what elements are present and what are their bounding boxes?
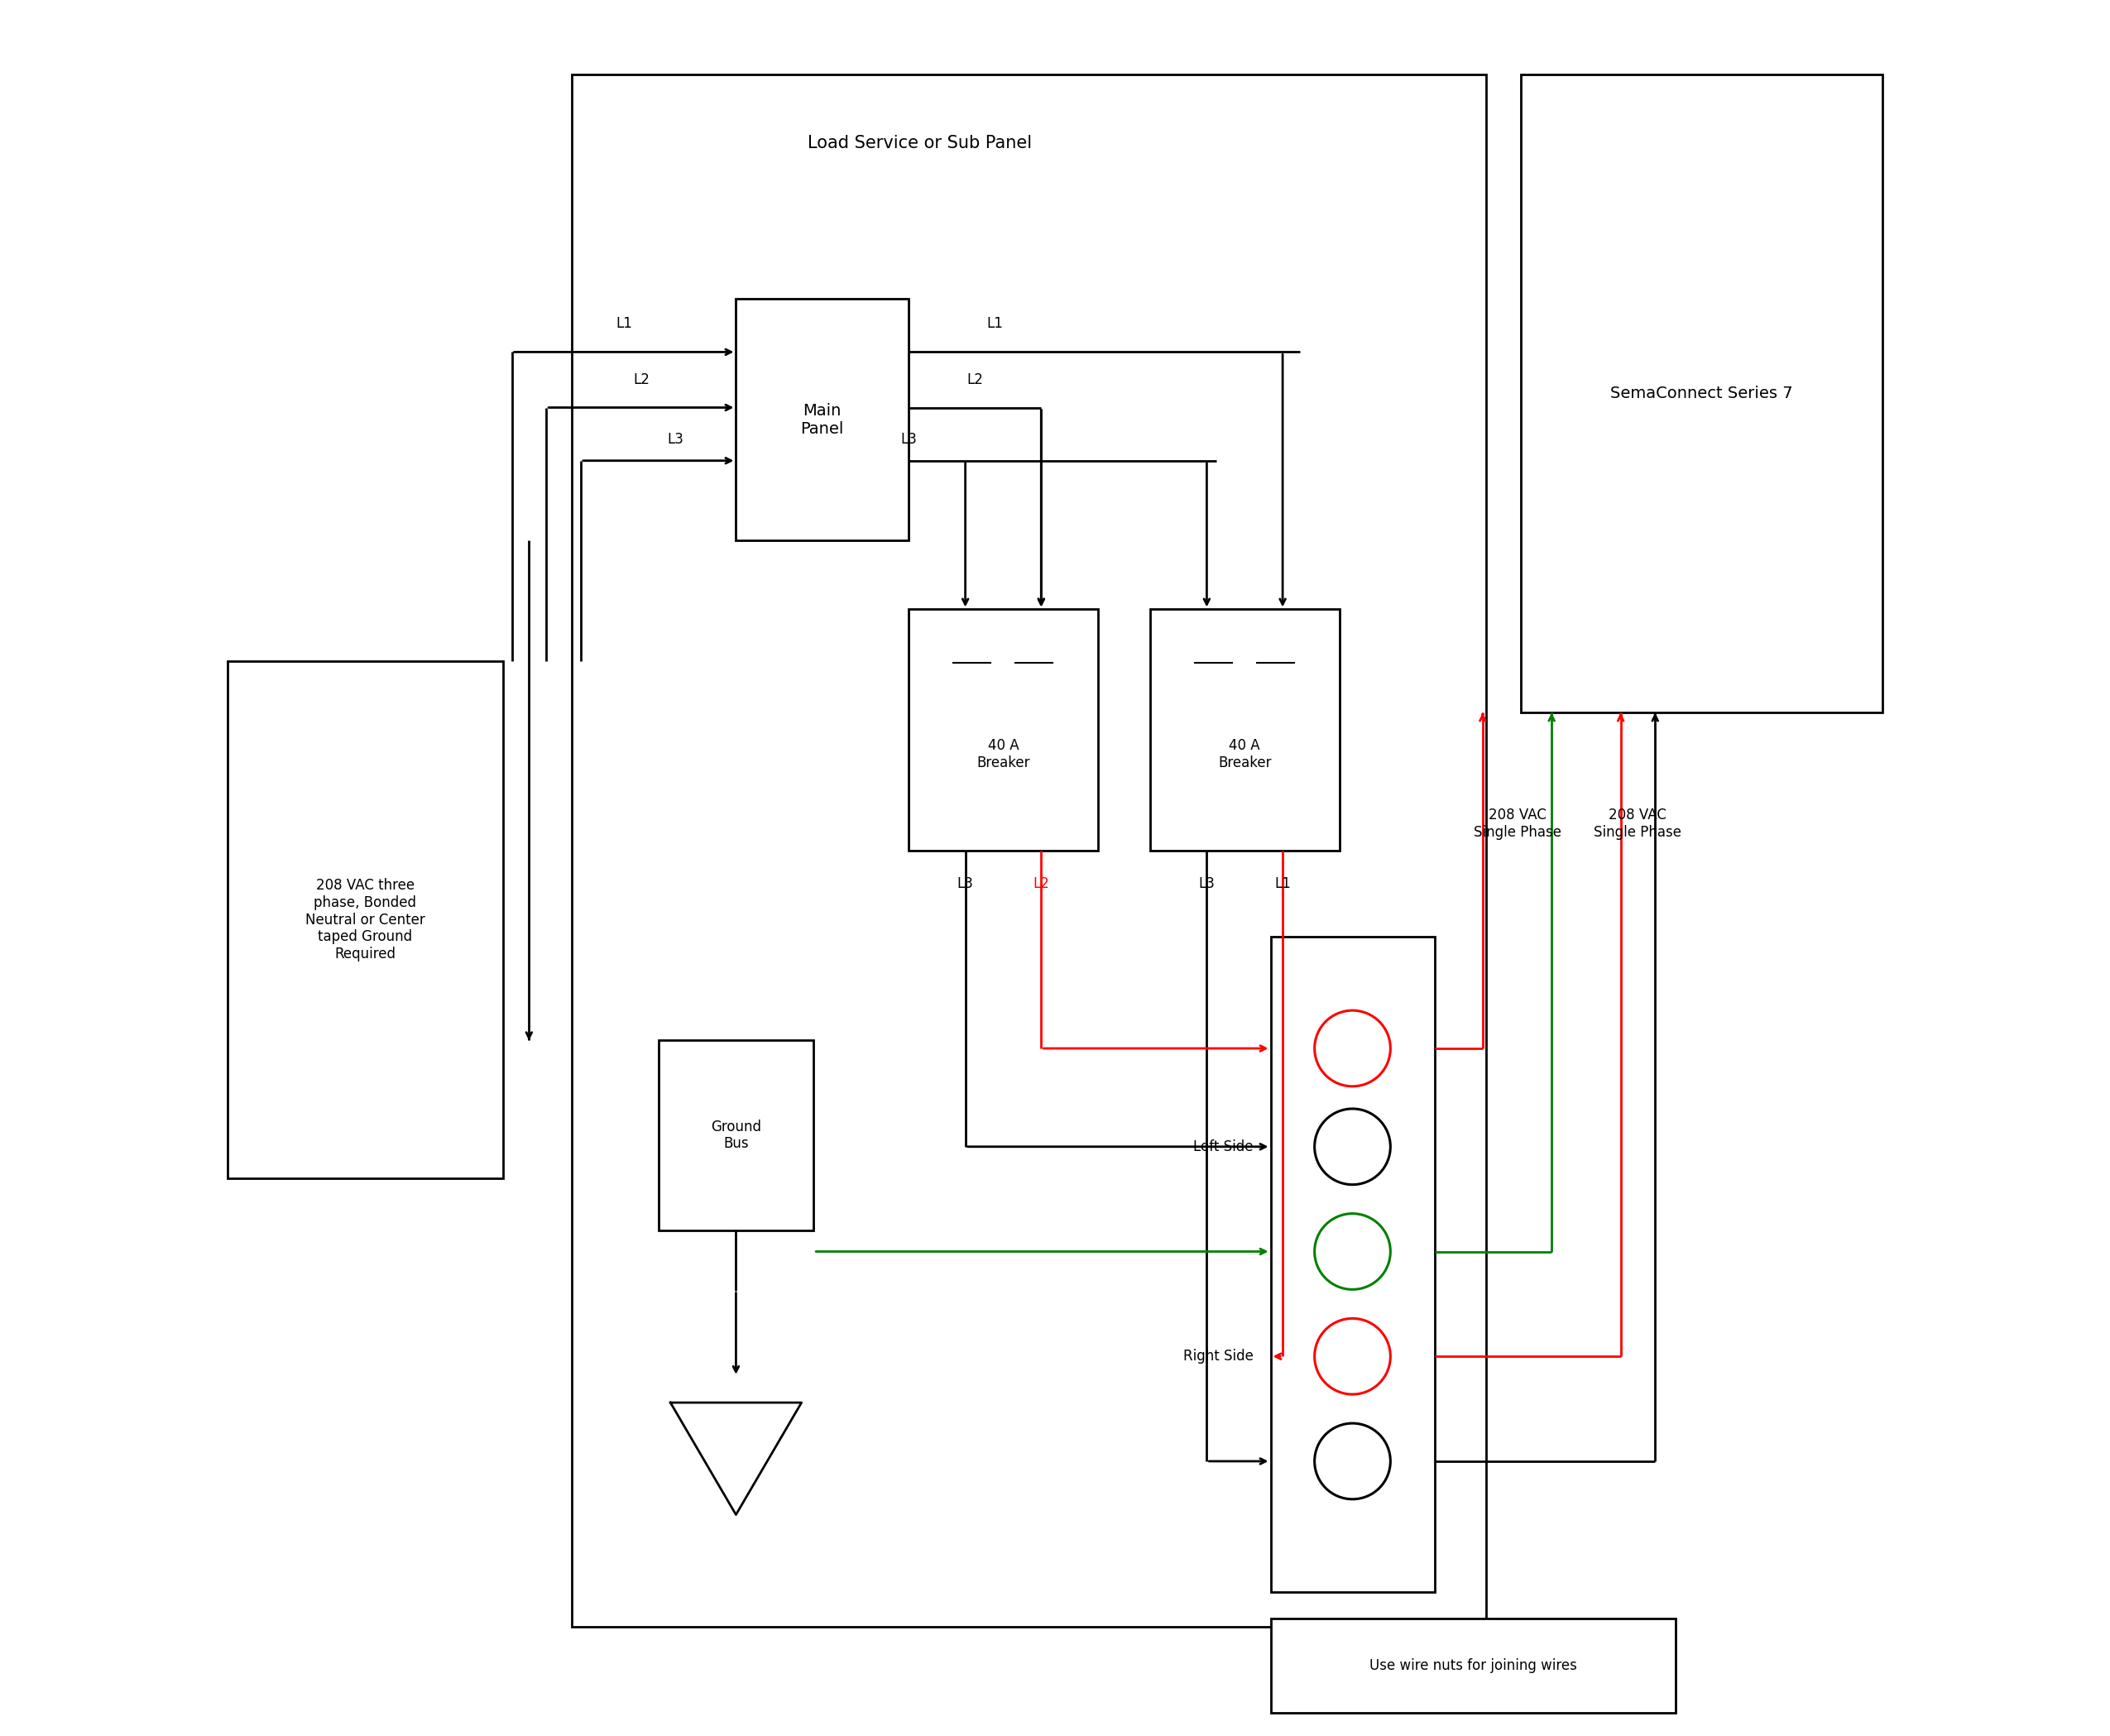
Text: Left Side: Left Side <box>1194 1139 1253 1154</box>
Text: 208 VAC
Single Phase: 208 VAC Single Phase <box>1473 807 1561 840</box>
Text: 40 A
Breaker: 40 A Breaker <box>1217 738 1272 771</box>
Text: 40 A
Breaker: 40 A Breaker <box>977 738 1030 771</box>
Circle shape <box>1315 1109 1390 1184</box>
Text: L1: L1 <box>616 316 633 332</box>
Text: Ground
Bus: Ground Bus <box>711 1120 762 1151</box>
Bar <box>1270 1618 1675 1713</box>
Circle shape <box>1315 1213 1390 1290</box>
Text: Main
Panel: Main Panel <box>800 403 844 436</box>
Text: L3: L3 <box>667 432 684 446</box>
Text: L2: L2 <box>966 372 983 387</box>
Bar <box>1150 609 1340 851</box>
Text: L1: L1 <box>1274 877 1291 892</box>
Text: L3: L3 <box>1198 877 1215 892</box>
Circle shape <box>1315 1424 1390 1500</box>
Text: L2: L2 <box>633 372 650 387</box>
Text: Use wire nuts for joining wires: Use wire nuts for joining wires <box>1369 1658 1576 1674</box>
Circle shape <box>1315 1318 1390 1394</box>
Text: SemaConnect Series 7: SemaConnect Series 7 <box>1610 385 1793 401</box>
Text: Load Service or Sub Panel: Load Service or Sub Panel <box>808 135 1032 151</box>
Bar <box>1521 75 1882 713</box>
Bar <box>736 299 909 540</box>
Bar <box>658 1040 814 1231</box>
Bar <box>1270 937 1435 1592</box>
Text: L1: L1 <box>985 316 1002 332</box>
Circle shape <box>1315 1010 1390 1087</box>
Text: L3: L3 <box>958 877 973 892</box>
Text: 208 VAC three
phase, Bonded
Neutral or Center
taped Ground
Required: 208 VAC three phase, Bonded Neutral or C… <box>306 878 424 962</box>
Bar <box>572 75 1485 1627</box>
Text: 208 VAC
Single Phase: 208 VAC Single Phase <box>1593 807 1682 840</box>
Bar <box>909 609 1097 851</box>
Bar <box>228 661 502 1179</box>
Text: L2: L2 <box>1034 877 1049 892</box>
Text: Right Side: Right Side <box>1184 1349 1253 1364</box>
Text: L3: L3 <box>901 432 916 446</box>
